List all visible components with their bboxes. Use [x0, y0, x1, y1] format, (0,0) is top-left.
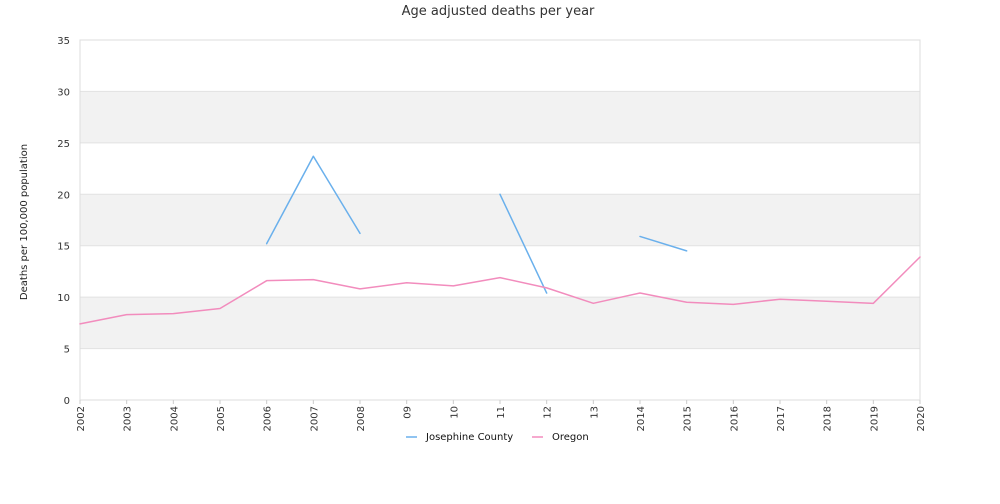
- x-tick-label: 2002: [76, 406, 87, 431]
- x-tick-label: 2007: [309, 406, 320, 431]
- x-tick-label: 2008: [356, 406, 367, 431]
- x-tick-label: 11: [496, 406, 507, 419]
- x-tick-label: 2016: [729, 406, 740, 431]
- x-tick-label: 2003: [123, 406, 134, 431]
- x-tick-label: 2006: [263, 406, 274, 431]
- x-tick-label: 2005: [216, 406, 227, 431]
- x-tick-label: 2015: [683, 406, 694, 431]
- x-tick-label: 13: [589, 406, 600, 419]
- y-tick-label: 5: [64, 345, 70, 356]
- series-line: [79, 256, 921, 325]
- series-josephine-county: [265, 155, 688, 294]
- x-tick-label: 2017: [776, 406, 787, 431]
- plot-band: [80, 297, 920, 349]
- x-tick-label: 2019: [869, 406, 880, 431]
- chart-title: Age adjusted deaths per year: [402, 4, 595, 19]
- x-tick-label: 2020: [916, 406, 927, 431]
- x-tick-label: 09: [403, 406, 414, 419]
- x-tick-label: 2018: [823, 406, 834, 431]
- x-tick-label: 2004: [169, 406, 180, 431]
- y-tick-label: 15: [57, 242, 70, 253]
- x-tick-label: 12: [543, 406, 554, 419]
- series-line: [639, 235, 688, 252]
- legend: Josephine County Oregon: [406, 432, 589, 443]
- y-axis-label: Deaths per 100,000 population: [19, 144, 30, 300]
- y-tick-label: 25: [57, 139, 70, 150]
- y-tick-label: 0: [64, 396, 70, 407]
- plot-bands: [80, 91, 920, 349]
- y-tick-label: 35: [57, 36, 70, 47]
- y-tick-label: 20: [57, 190, 70, 201]
- series-oregon: [79, 256, 921, 325]
- x-tick-label: 10: [449, 406, 460, 419]
- series-lines: [79, 155, 921, 325]
- y-tick-label: 10: [57, 293, 70, 304]
- plot-band: [80, 91, 920, 143]
- x-axis-ticks: 2002 2003 2004 2005 2006 2007 2008 09 10 11 12 13 20…: [76, 400, 927, 431]
- series-line: [499, 193, 548, 294]
- legend-label: Oregon: [552, 432, 589, 443]
- plot-band: [80, 194, 920, 246]
- x-tick-label: 2014: [636, 406, 647, 431]
- legend-label: Josephine County: [425, 432, 513, 443]
- y-axis-ticks: 0 5 10 15 20 25 30 35: [57, 36, 70, 407]
- y-tick-label: 30: [57, 87, 70, 98]
- series-line: [265, 155, 361, 245]
